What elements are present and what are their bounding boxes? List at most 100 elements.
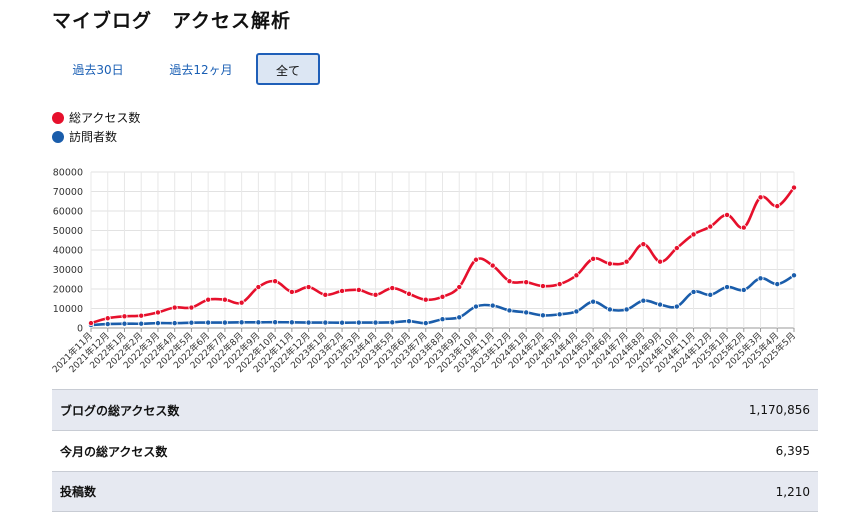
- tab-last-12-months[interactable]: 過去12ヶ月: [169, 63, 233, 77]
- data-point-total-access: [439, 293, 446, 300]
- data-point-total-access: [305, 284, 312, 291]
- data-point-total-access: [205, 296, 212, 303]
- legend-item-visitors[interactable]: 訪問者数: [52, 127, 140, 146]
- data-point-total-access: [372, 291, 379, 298]
- data-point-visitors: [422, 320, 429, 327]
- data-point-total-access: [355, 286, 362, 293]
- tab-last-30-days[interactable]: 過去30日: [72, 63, 124, 77]
- stats-label: 今月の総アクセス数: [60, 444, 168, 459]
- chart-legend: 総アクセス数 訪問者数: [52, 108, 140, 146]
- data-point-visitors: [221, 319, 228, 326]
- data-point-visitors: [506, 307, 513, 314]
- data-point-visitors: [640, 297, 647, 304]
- y-tick-label: 10000: [53, 304, 83, 315]
- data-point-total-access: [774, 203, 781, 210]
- data-point-visitors: [774, 281, 781, 288]
- data-point-total-access: [422, 296, 429, 303]
- y-tick-label: 20000: [53, 285, 83, 296]
- data-point-total-access: [88, 320, 95, 327]
- data-point-visitors: [523, 309, 530, 316]
- data-point-visitors: [707, 291, 714, 298]
- data-point-visitors: [104, 321, 111, 328]
- data-point-visitors: [472, 303, 479, 310]
- data-point-visitors: [188, 319, 195, 326]
- data-point-total-access: [707, 223, 714, 230]
- y-tick-label: 40000: [53, 246, 83, 257]
- data-point-visitors: [389, 319, 396, 326]
- stats-row-total-access: ブログの総アクセス数 1,170,856: [52, 389, 818, 430]
- data-point-total-access: [238, 299, 245, 306]
- legend-label-visitors: 訪問者数: [69, 130, 118, 144]
- stats-row-post-count: 投稿数 1,210: [52, 471, 818, 512]
- data-point-total-access: [322, 291, 329, 298]
- data-point-total-access: [523, 279, 530, 286]
- stats-value: 1,210: [775, 484, 810, 499]
- data-point-visitors: [305, 319, 312, 326]
- data-point-total-access: [389, 285, 396, 292]
- data-point-visitors: [171, 320, 178, 327]
- data-point-visitors: [590, 298, 597, 305]
- data-point-total-access: [339, 287, 346, 294]
- data-point-visitors: [573, 308, 580, 315]
- stats-row-monthly-access: 今月の総アクセス数 6,395: [52, 430, 818, 471]
- data-point-total-access: [690, 231, 697, 238]
- data-point-total-access: [406, 290, 413, 297]
- data-point-visitors: [439, 316, 446, 323]
- data-point-visitors: [238, 319, 245, 326]
- data-point-total-access: [740, 224, 747, 231]
- legend-item-total[interactable]: 総アクセス数: [52, 108, 140, 127]
- legend-dot-total: [52, 111, 64, 124]
- stats-label: ブログの総アクセス数: [60, 403, 180, 418]
- data-point-total-access: [104, 315, 111, 322]
- data-point-visitors: [673, 303, 680, 310]
- data-point-total-access: [724, 211, 731, 218]
- data-point-total-access: [472, 256, 479, 263]
- data-point-visitors: [121, 320, 128, 327]
- data-point-visitors: [272, 319, 279, 326]
- data-point-total-access: [657, 258, 664, 265]
- page-title: マイブログ アクセス解析: [52, 10, 292, 32]
- y-tick-label: 50000: [53, 226, 83, 237]
- data-point-total-access: [456, 284, 463, 291]
- data-point-visitors: [205, 319, 212, 326]
- data-point-total-access: [138, 312, 145, 319]
- data-point-visitors: [606, 306, 613, 313]
- y-tick-label: 70000: [53, 187, 83, 198]
- data-point-visitors: [690, 288, 697, 295]
- legend-dot-visitors: [52, 130, 64, 143]
- data-point-total-access: [673, 245, 680, 252]
- data-point-visitors: [406, 318, 413, 325]
- stats-label: 投稿数: [60, 485, 97, 499]
- data-point-visitors: [657, 301, 664, 308]
- data-point-visitors: [255, 319, 262, 326]
- data-point-total-access: [573, 272, 580, 279]
- data-point-visitors: [791, 272, 798, 279]
- data-point-total-access: [288, 288, 295, 295]
- data-point-visitors: [539, 312, 546, 319]
- data-point-total-access: [623, 258, 630, 265]
- data-point-visitors: [288, 319, 295, 326]
- data-point-total-access: [221, 296, 228, 303]
- data-point-total-access: [791, 184, 798, 191]
- data-point-visitors: [556, 311, 563, 318]
- data-point-visitors: [372, 319, 379, 326]
- data-point-total-access: [121, 313, 128, 320]
- y-tick-label: 30000: [53, 265, 83, 276]
- stats-table: ブログの総アクセス数 1,170,856 今月の総アクセス数 6,395 投稿数…: [52, 389, 818, 512]
- data-point-visitors: [322, 319, 329, 326]
- data-point-total-access: [590, 255, 597, 262]
- data-point-visitors: [623, 306, 630, 313]
- data-point-total-access: [757, 194, 764, 201]
- data-point-visitors: [456, 314, 463, 321]
- tab-all[interactable]: 全て: [256, 53, 320, 85]
- access-line-chart: 0 10000 20000 30000 40000 50000 60000 70000 8000…: [50, 168, 799, 376]
- data-point-total-access: [272, 278, 279, 285]
- data-point-visitors: [740, 286, 747, 293]
- data-point-total-access: [255, 284, 262, 291]
- y-tick-label: 60000: [53, 207, 83, 218]
- data-point-total-access: [556, 281, 563, 288]
- data-point-visitors: [757, 275, 764, 282]
- data-point-total-access: [171, 304, 178, 311]
- data-point-visitors: [489, 302, 496, 309]
- stats-value: 6,395: [775, 444, 810, 458]
